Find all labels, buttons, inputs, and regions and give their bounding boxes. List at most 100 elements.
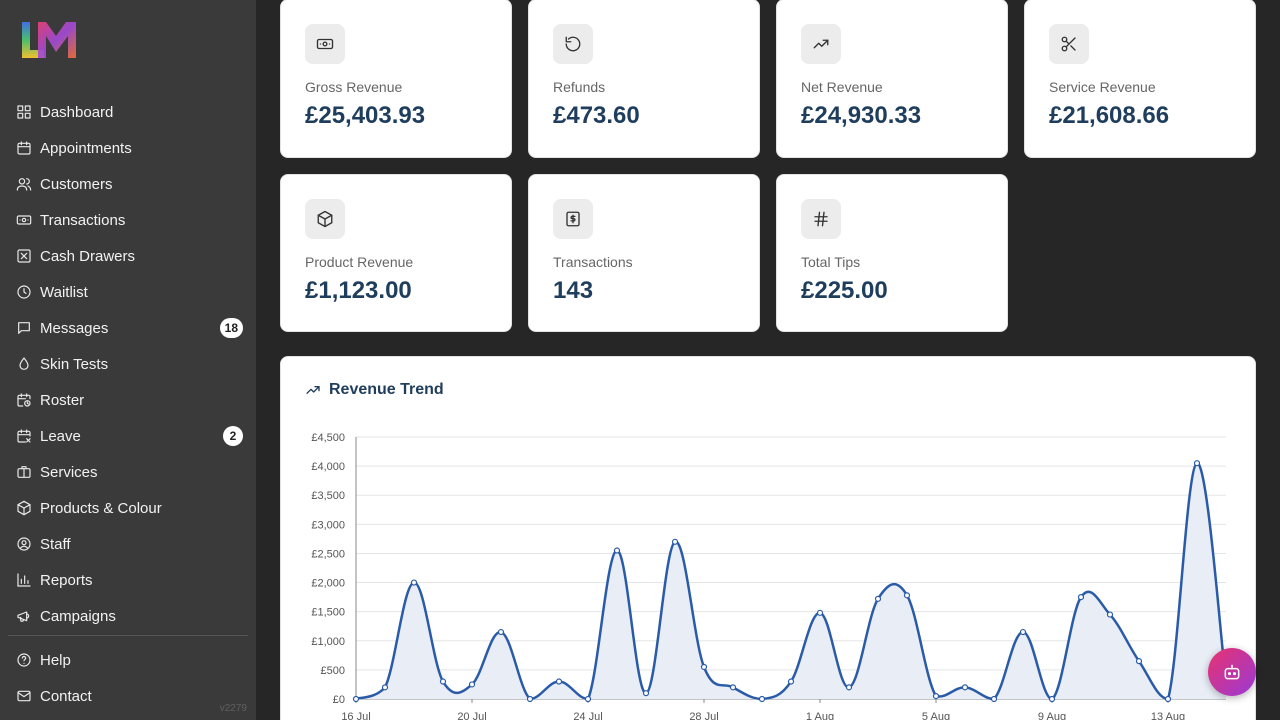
data-point [584,695,592,703]
assistant-button[interactable] [1208,648,1256,696]
data-point [729,684,737,691]
sidebar-item-staff[interactable]: Staff [0,526,256,562]
y-tick-label: £2,500 [311,548,345,560]
stat-card-gross-revenue: Gross Revenue £25,403.93 [280,0,512,158]
sidebar-item-leave[interactable]: Leave 2 [0,418,256,454]
stat-label: Refunds [553,79,606,95]
stat-value: £473.60 [553,102,640,129]
sidebar-item-label: Reports [40,571,93,589]
megaphone-icon [16,608,32,624]
sidebar-item-label: Dashboard [40,103,114,121]
sidebar-item-label: Contact [40,687,92,705]
users-icon [16,176,32,192]
revenue-trend-card: Revenue Trend £0 £500 £1,000 £1,500 £2,000 £2… [280,356,1256,720]
rotate-ccw-icon [553,24,593,64]
data-point [410,579,418,586]
calendar-clock-icon [16,392,32,408]
data-point [1135,658,1143,665]
sidebar-item-label: Staff [40,535,71,553]
stat-label: Net Revenue [801,79,883,95]
drawer-x-icon [16,248,32,264]
count-badge: 2 [223,426,243,446]
user-circle-icon [16,536,32,552]
sidebar-item-label: Customers [40,175,113,193]
sidebar-item-label: Products & Colour [40,499,162,517]
sidebar-item-label: Appointments [40,139,132,157]
revenue-trend-chart: £0 £500 £1,000 £1,500 £2,000 £2,500 £3,000 £3,5… [311,432,1230,720]
area-fill [356,463,1226,699]
data-point [613,547,621,554]
mail-icon [16,688,32,704]
sidebar-item-waitlist[interactable]: Waitlist [0,274,256,310]
y-tick-label: £0 [333,694,345,706]
data-point [1048,695,1056,703]
sidebar-item-cash-drawers[interactable]: Cash Drawers [0,238,256,274]
sidebar-item-help[interactable]: Help [0,642,256,678]
stat-value: £21,608.66 [1049,102,1170,129]
y-tick-label: £4,000 [311,461,345,473]
sidebar-item-roster[interactable]: Roster [0,382,256,418]
data-point [381,684,389,691]
sidebar-item-products-and-colour[interactable]: Products & Colour [0,490,256,526]
data-point [874,595,882,602]
calendar-icon [16,140,32,156]
sidebar-item-customers[interactable]: Customers [0,166,256,202]
data-point [1106,611,1114,618]
data-point [758,695,766,703]
help-circle-icon [16,652,32,668]
sidebar-item-label: Cash Drawers [40,247,136,265]
y-tick-label: £4,500 [311,432,345,444]
stat-label: Gross Revenue [305,79,403,95]
sidebar-item-label: Messages [40,319,109,337]
hash-icon [801,199,841,239]
stat-value: £1,123.00 [305,277,412,304]
count-badge: 18 [219,318,243,338]
data-point [845,684,853,691]
sidebar-item-contact[interactable]: Contact [0,678,256,714]
briefcase-icon [16,464,32,480]
sidebar-item-messages[interactable]: Messages 18 [0,310,256,346]
sidebar-item-label: Leave [40,427,81,445]
sidebar-nav: Dashboard Appointments Customers Transactio… [0,94,256,634]
bar-chart-icon [16,572,32,588]
droplet-icon [16,356,32,372]
x-tick-label: 28 Jul [689,711,718,720]
x-tick-label: 13 Aug [1151,711,1185,720]
stat-card-transactions: Transactions 143 [528,174,760,332]
sidebar-item-services[interactable]: Services [0,454,256,490]
sidebar-item-reports[interactable]: Reports [0,562,256,598]
sidebar-item-campaigns[interactable]: Campaigns [0,598,256,634]
stat-card-total-tips: Total Tips £225.00 [776,174,1008,332]
message-icon [16,320,32,336]
stat-card-service-revenue: Service Revenue £21,608.66 [1024,0,1256,158]
sidebar-divider [8,635,248,636]
data-point [1019,628,1027,636]
data-point [555,678,563,685]
sidebar-item-transactions[interactable]: Transactions [0,202,256,238]
x-tick-label: 24 Jul [573,711,602,720]
stat-card-refunds: Refunds £473.60 [528,0,760,158]
x-tick-label: 5 Aug [922,711,950,720]
y-tick-label: £1,000 [311,636,345,648]
data-point [961,684,969,691]
chart-title: Revenue Trend [329,381,444,398]
stat-label: Product Revenue [305,254,414,270]
version-label: v2279 [219,703,247,714]
box-icon [305,199,345,239]
data-point [816,609,824,616]
sidebar-item-label: Skin Tests [40,355,109,373]
series-line [355,461,1228,701]
stat-value: £225.00 [801,277,888,304]
stat-label: Transactions [553,254,633,270]
sidebar-item-skin-tests[interactable]: Skin Tests [0,346,256,382]
x-tick-label: 9 Aug [1038,711,1066,720]
logo[interactable] [22,22,76,58]
calendar-off-icon [16,428,32,444]
sidebar-item-dashboard[interactable]: Dashboard [0,94,256,130]
sidebar-item-appointments[interactable]: Appointments [0,130,256,166]
x-tick-label: 1 Aug [806,711,834,720]
stat-value: 143 [553,277,594,304]
data-point [439,678,447,685]
data-point [1077,594,1085,601]
banknote-icon [16,212,32,228]
